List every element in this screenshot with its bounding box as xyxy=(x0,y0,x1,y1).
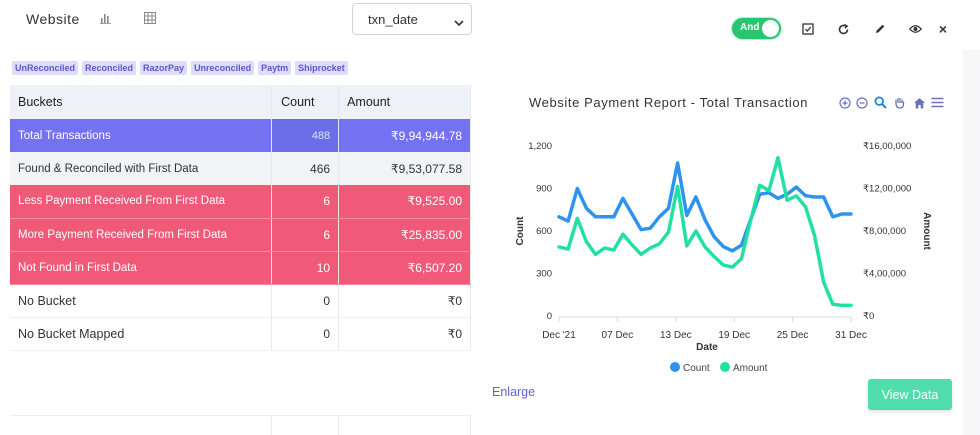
table-row-no-bucket[interactable]: No Bucket 0 ₹0 xyxy=(10,284,471,318)
view-data-button[interactable]: View Data xyxy=(868,379,952,410)
bucket-amount: ₹0 xyxy=(338,284,471,318)
bucket-amount: ₹25,835.00 xyxy=(338,218,471,252)
table-row-no-bucket-mapped[interactable]: No Bucket Mapped 0 ₹0 xyxy=(10,317,471,351)
column-header-count: Count xyxy=(271,85,340,119)
toggle-knob xyxy=(762,20,779,37)
bucket-label: More Payment Received From First Data xyxy=(10,218,273,252)
home-icon[interactable] xyxy=(913,96,926,109)
chevron-down-icon xyxy=(454,15,464,30)
chip-razorpay[interactable]: RazorPay xyxy=(140,61,188,75)
series-line-count xyxy=(557,161,853,253)
bucket-count: 466 xyxy=(271,152,340,185)
y-tick-label: 900 xyxy=(536,184,552,195)
pan-hand-icon[interactable] xyxy=(893,96,906,109)
bucket-label: Found & Reconciled with First Data xyxy=(10,152,273,185)
pencil-icon[interactable] xyxy=(873,22,887,36)
bucket-count: 0 xyxy=(271,284,340,318)
table-row-not-found[interactable]: Not Found in First Data 10 ₹6,507.20 xyxy=(10,251,471,285)
bucket-amount: ₹6,507.20 xyxy=(338,251,471,285)
eye-icon[interactable] xyxy=(908,22,922,36)
table-icon[interactable] xyxy=(142,10,158,26)
x-tick-label: 25 Dec xyxy=(777,330,809,341)
table-row-found-reconciled[interactable]: Found & Reconciled with First Data 466 ₹… xyxy=(10,152,471,185)
legend-marker-amount xyxy=(720,362,730,372)
x-axis-title: Date xyxy=(696,342,718,353)
chip-shiprocket[interactable]: Shiprocket xyxy=(295,61,348,75)
y2-tick-label: ₹12,00,000 xyxy=(863,184,911,195)
legend-label-count: Count xyxy=(683,363,710,374)
bucket-count: 0 xyxy=(271,317,340,351)
bucket-label: Total Transactions xyxy=(10,119,273,152)
and-toggle[interactable]: And xyxy=(732,18,781,39)
chip-reconciled[interactable]: Reconciled xyxy=(82,61,137,75)
chip-unreconciled[interactable]: UnReconciled xyxy=(12,61,79,75)
y2-tick-label: ₹8,00,000 xyxy=(863,226,906,237)
bucket-label: Not Found in First Data xyxy=(10,251,273,285)
y-tick-label: 600 xyxy=(536,226,552,237)
close-icon[interactable]: × xyxy=(938,21,948,37)
table-row-more-payment[interactable]: More Payment Received From First Data 6 … xyxy=(10,218,471,252)
bucket-label: No Bucket xyxy=(10,284,273,318)
scroll-edge xyxy=(963,50,980,435)
top-bar: Website txn_date And × xyxy=(0,0,980,50)
date-field-select[interactable]: txn_date xyxy=(352,3,472,35)
page-title: Website xyxy=(26,11,80,27)
enlarge-link[interactable]: Enlarge xyxy=(492,385,536,399)
filter-chips: UnReconciled Reconciled RazorPay Unrecon… xyxy=(12,61,348,75)
bucket-amount: ₹9,525.00 xyxy=(338,185,471,219)
bucket-label: No Bucket Mapped xyxy=(10,317,273,351)
bar-chart-icon[interactable] xyxy=(98,10,114,26)
x-tick-label: 13 Dec xyxy=(660,330,692,341)
series-line-amount xyxy=(557,155,853,308)
zoom-in-icon[interactable] xyxy=(838,96,851,109)
y2-tick-label: ₹0 xyxy=(863,311,874,322)
y-tick-label: 0 xyxy=(547,311,552,322)
y-tick-label: 1,200 xyxy=(528,141,552,152)
checkbox-icon[interactable] xyxy=(801,22,815,36)
bucket-count: 488 xyxy=(271,119,340,152)
table-overflow-row xyxy=(10,415,471,435)
table-header-row: Buckets Count Amount xyxy=(10,85,471,119)
legend-label-amount: Amount xyxy=(733,363,768,374)
chip-paytm[interactable]: Paytm xyxy=(258,61,292,75)
zoom-out-icon[interactable] xyxy=(855,96,868,109)
y-tick-label: 300 xyxy=(536,269,552,280)
date-field-select-value: txn_date xyxy=(368,11,418,27)
column-header-amount: Amount xyxy=(338,85,471,119)
menu-icon[interactable] xyxy=(931,96,944,109)
x-tick-label: 31 Dec xyxy=(835,330,867,341)
y2-tick-label: ₹4,00,000 xyxy=(863,269,906,280)
x-tick-label: Dec '21 xyxy=(542,330,576,341)
y2-axis-title: Amount xyxy=(921,212,932,250)
x-tick-label: 07 Dec xyxy=(602,330,634,341)
payment-line-chart: 0 300 600 900 1,200 ₹0 ₹4,00,000 ₹8,00,000 ₹12,0… xyxy=(515,141,932,374)
magnifier-icon[interactable] xyxy=(874,96,887,109)
y2-tick-label: ₹16,00,000 xyxy=(863,141,911,152)
bucket-count: 6 xyxy=(271,185,340,219)
bucket-count: 6 xyxy=(271,218,340,252)
y-axis-title: Count xyxy=(515,216,526,246)
table-row-less-payment[interactable]: Less Payment Received From First Data 6 … xyxy=(10,185,471,219)
legend-marker-count xyxy=(670,362,680,372)
bucket-amount: ₹0 xyxy=(338,317,471,351)
x-tick-label: 19 Dec xyxy=(718,330,750,341)
chart-title: Website Payment Report - Total Transacti… xyxy=(529,95,809,110)
bucket-amount: ₹9,53,077.58 xyxy=(338,152,471,185)
table-row-total-transactions[interactable]: Total Transactions 488 ₹9,94,944.78 xyxy=(10,119,471,152)
refresh-icon[interactable] xyxy=(836,22,850,36)
column-header-buckets: Buckets xyxy=(10,85,273,119)
buckets-table: Buckets Count Amount Total Transactions … xyxy=(10,85,471,351)
toggle-label: And xyxy=(740,22,760,33)
bucket-label: Less Payment Received From First Data xyxy=(10,185,273,219)
bucket-amount: ₹9,94,944.78 xyxy=(338,119,471,152)
chip-unreconciled-2[interactable]: Unreconciled xyxy=(191,61,255,75)
bucket-count: 10 xyxy=(271,251,340,285)
